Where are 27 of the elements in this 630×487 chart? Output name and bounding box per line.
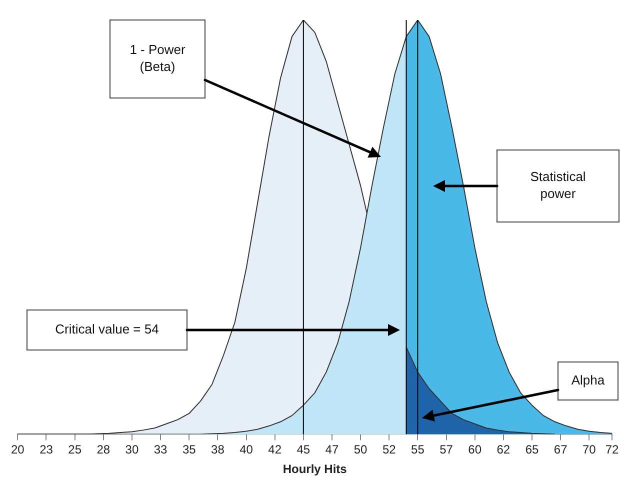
annotation: 1 - Power (Beta) [130, 42, 186, 74]
x-tick-label: 65 [525, 442, 539, 457]
x-tick-label: 62 [496, 442, 510, 457]
x-tick-label: 30 [125, 442, 139, 457]
x-tick-label: 55 [411, 442, 425, 457]
x-tick-label: 28 [96, 442, 110, 457]
x-tick-label: 52 [382, 442, 396, 457]
x-tick-label: 47 [325, 442, 339, 457]
x-tick-label: 57 [440, 442, 454, 457]
x-tick-label: 23 [40, 442, 54, 457]
x-axis-title: Hourly Hits [282, 462, 348, 476]
x-tick-label: 67 [554, 442, 568, 457]
x-tick-label: 60 [468, 442, 482, 457]
x-tick-label: 50 [354, 442, 368, 457]
x-tick-label: 33 [154, 442, 168, 457]
x-tick-label: 72 [605, 442, 619, 457]
x-tick-label: 38 [211, 442, 225, 457]
x-tick-label: 70 [582, 442, 596, 457]
x-tick-label: 20 [10, 442, 25, 457]
annotation: Statistical power [530, 169, 586, 202]
x-tick-label: 40 [240, 442, 254, 457]
x-tick-label: 42 [268, 442, 282, 457]
x-tick-label: 25 [68, 442, 82, 457]
annotation: Critical value = 54 [55, 322, 159, 337]
x-tick-label: 45 [296, 442, 310, 457]
x-tick-label: 35 [182, 442, 196, 457]
annotation: Alpha [571, 372, 606, 388]
